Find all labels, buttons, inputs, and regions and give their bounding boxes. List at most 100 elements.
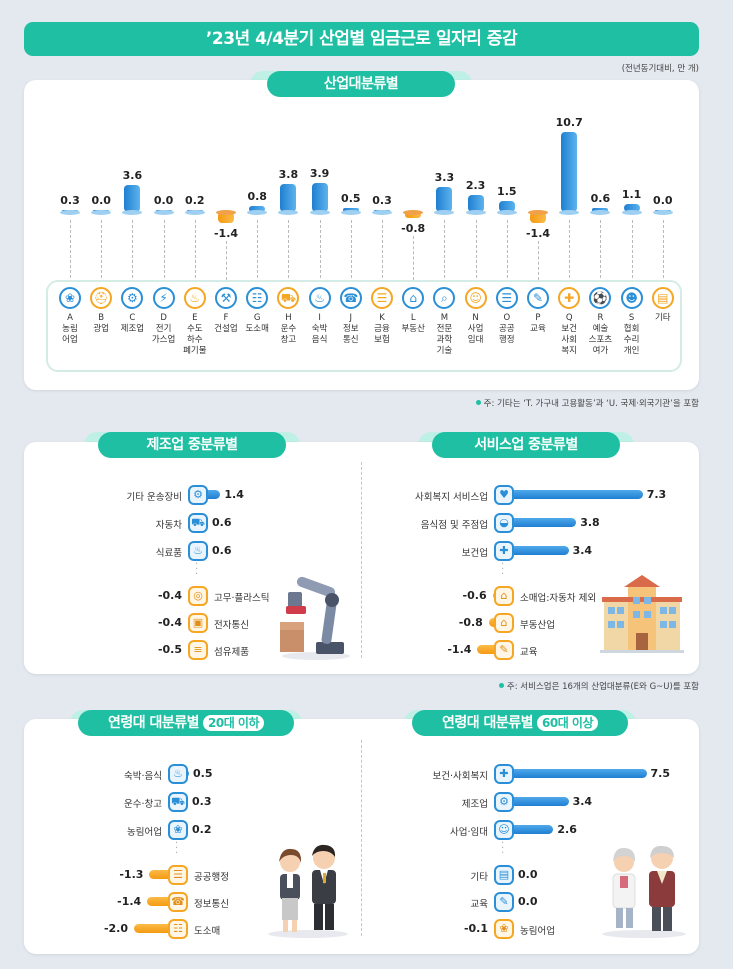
lightning-icon: ⚡ (152, 287, 175, 309)
category-label: C 제조업 (120, 313, 145, 334)
age-over60-label-0: 보건·사회복지 (432, 771, 488, 782)
people-icon: ☺ (494, 820, 514, 840)
category-label: N 사업 임대 (467, 313, 484, 345)
bar-cap-4 (184, 210, 205, 215)
age-under20-label-4: 정보통신 (194, 899, 229, 910)
bar-15 (530, 212, 546, 223)
young-people-illustration (268, 844, 348, 938)
category-17: ⚽ R 예술 스포츠 여가 (585, 287, 615, 357)
gears-icon: ⚙ (121, 287, 144, 309)
category-label: O 공공 행정 (498, 313, 515, 345)
bar-value-10: 0.3 (372, 193, 392, 207)
industry-note: 주: 기타는 ‘T. 가구내 고용활동’과 ‘U. 국제·외국기관’을 포함 (475, 397, 699, 409)
bar-value-4: 0.2 (185, 194, 205, 207)
graduation-cap-icon: ✎ (527, 287, 549, 309)
category-7: ⛟ H 운수 창고 (273, 287, 303, 346)
senior-people-illustration (602, 845, 686, 938)
category-6: ☷ G 도소매 (242, 287, 272, 335)
bar-cap-18 (621, 210, 642, 215)
document-icon: ☰ (495, 287, 518, 309)
service-label-0: 사회복지 서비스업 (415, 492, 488, 503)
bar-cap-7 (278, 210, 299, 215)
category-11: ⌂ L 부동산 (398, 287, 428, 335)
category-label: K 금융 보험 (374, 313, 390, 345)
bar-value-18: 1.1 (621, 187, 642, 201)
category-label: I 숙박 음식 (311, 313, 328, 345)
microscope-icon: ⌕ (433, 287, 456, 309)
age-under20-label-2: 농림어업 (127, 827, 162, 838)
manufacturing-value-5: -0.5 (157, 643, 182, 656)
category-19: ▤ 기타 (648, 287, 678, 324)
bar-value-0: 0.3 (60, 193, 80, 207)
category-18: ☻ S 협회 수리 개인 (617, 287, 647, 357)
bar-cap-17 (590, 210, 611, 215)
category-label: M 전문 과학 기술 (436, 313, 453, 356)
category-12: ⌕ M 전문 과학 기술 (429, 287, 459, 357)
unit-label: (전년동기대비, 만 개) (621, 64, 699, 74)
bar-17 (592, 207, 609, 212)
manufacturing-label-1: 자동차 (155, 520, 182, 531)
age-under20-bar-4 (147, 897, 178, 906)
bar-value-3: 0.0 (153, 194, 174, 207)
manufacturing-value-2: 0.6 (212, 544, 232, 557)
age-over60-label-5: 농림어업 (520, 926, 555, 937)
dining-icon: ♨ (308, 287, 331, 309)
manufacturing-label-0: 기타 운송장비 (126, 492, 182, 503)
service-label-3: 소매업:자동차 제외 (520, 593, 597, 604)
category-label: 기타 (654, 313, 671, 323)
service-bar-1 (504, 518, 577, 527)
category-13: ☺ N 사업 임대 (461, 287, 491, 346)
bar-8 (311, 182, 328, 212)
age-under20-badge: 20대 이하 (203, 715, 265, 731)
medical-cross-icon: ✚ (494, 541, 514, 561)
house-icon: ⌂ (402, 287, 425, 309)
age-over60-bar-1 (504, 797, 569, 806)
bar-6 (249, 206, 266, 212)
group-icon: ☻ (620, 287, 643, 309)
bar-14 (498, 200, 515, 212)
category-label: S 협회 수리 개인 (623, 313, 640, 356)
age-over60-label-4: 교육 (470, 899, 488, 910)
age-under20-value-3: -1.3 (119, 868, 144, 881)
service-value-0: 7.3 (646, 488, 667, 501)
manufacturing-bar-0 (198, 490, 221, 499)
grain-icon: ❀ (494, 919, 514, 939)
bar-value-9: 0.5 (341, 192, 361, 206)
age-under20-title: 연령대 대분류별 20대 이하 (78, 710, 294, 736)
age-over60-bar-2 (504, 825, 554, 834)
service-value-4: -0.8 (458, 616, 483, 629)
age-under20-label-5: 도소매 (194, 926, 221, 937)
age-over60-label-3: 기타 (470, 872, 488, 883)
service-bar-0 (504, 490, 643, 499)
service-bar-2 (504, 546, 569, 555)
category-2: ⚙ C 제조업 (117, 287, 147, 335)
people-icon: ☺ (464, 287, 487, 309)
phone-icon: ☎ (168, 892, 188, 912)
helmet-icon: ⛑ (90, 287, 113, 309)
bar-cap-6 (247, 210, 268, 215)
bar-value-19: 0.0 (653, 194, 673, 207)
bar-13 (467, 194, 484, 212)
age-over60-value-5: -0.1 (463, 922, 488, 935)
bar-cap-13 (465, 210, 486, 215)
age-over60-value-4: 0.0 (518, 895, 538, 908)
faucet-icon: ♨ (183, 287, 206, 309)
category-16: ✚ Q 보건 사회 복지 (554, 287, 584, 357)
phone-icon: ☎ (339, 287, 362, 309)
bar-cap-2 (122, 210, 143, 215)
category-9: ☎ J 정보 통신 (336, 287, 366, 346)
age-under20-label-0: 숙박·음식 (124, 771, 162, 782)
category-label: J 정보 통신 (342, 313, 359, 345)
manufacturing-value-0: 1.4 (224, 488, 244, 501)
manufacturing-value-1: 0.6 (212, 516, 232, 529)
manufacturing-label-3: 고무·플라스틱 (214, 593, 270, 604)
category-label: H 운수 창고 (280, 313, 297, 345)
age-over60-bar-0 (504, 769, 647, 778)
category-15: ✎ P 교육 (523, 287, 553, 335)
age-over60-title: 연령대 대분류별 60대 이상 (412, 710, 628, 736)
service-value-1: 3.8 (580, 516, 600, 529)
category-10: ☰ K 금융 보험 (367, 287, 397, 346)
category-1: ⛑ B 광업 (86, 287, 116, 335)
category-label: F 건설업 (214, 313, 238, 334)
category-5: ⚒ F 건설업 (211, 287, 241, 335)
